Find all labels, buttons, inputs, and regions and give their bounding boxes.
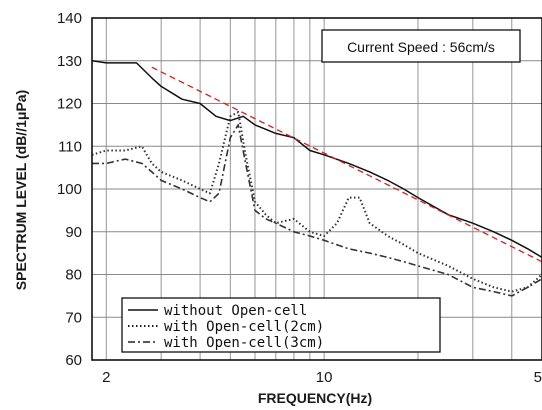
y-tick-label-120: 120 [57, 96, 82, 113]
legend-item-without-open-cell: without Open-cell [164, 303, 307, 319]
y-tick-label-100: 100 [57, 181, 82, 198]
series-line-solid [92, 60, 542, 259]
y-tick-label-140: 140 [57, 10, 82, 27]
y-tick-label-80: 80 [65, 267, 82, 284]
x-axis-ticks: 2 10 50 [102, 369, 542, 386]
legend-item-open-cell-3cm: with Open-cell(3cm) [164, 335, 324, 351]
x-tick-label-50: 50 [534, 369, 542, 386]
series-line-dotted [92, 111, 542, 293]
x-axis-title: FREQUENCY(Hz) [258, 390, 372, 406]
y-tick-label-130: 130 [57, 53, 82, 70]
plot-frame [91, 17, 542, 361]
annotation-text: Current Speed : 56cm/s [347, 39, 495, 55]
y-axis-title: SPECTRUM LEVEL (dB//1μPa) [13, 90, 29, 290]
x-tick-label-2: 2 [102, 369, 110, 386]
y-tick-label-60: 60 [65, 352, 82, 369]
annotation-box: Current Speed : 56cm/s [321, 29, 521, 63]
y-tick-label-110: 110 [58, 138, 82, 155]
y-tick-label-70: 70 [65, 309, 82, 326]
legend: without Open-cell with Open-cell(2cm) wi… [121, 297, 441, 353]
series-line-dashed [151, 66, 542, 263]
y-tick-label-90: 90 [65, 224, 82, 241]
legend-item-open-cell-2cm: with Open-cell(2cm) [164, 319, 324, 335]
series-layer [92, 60, 542, 297]
y-axis-ticks: 60 70 80 90 100 110 120 130 140 [57, 10, 82, 369]
x-tick-label-10: 10 [316, 369, 333, 386]
series-line-dash-dot [92, 124, 542, 297]
